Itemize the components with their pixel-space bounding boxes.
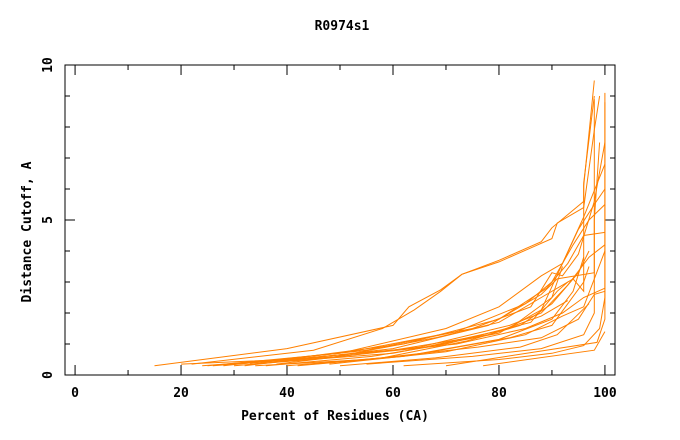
- y-axis-label: Distance Cutoff, A: [20, 161, 35, 302]
- plot-frame: [64, 64, 616, 376]
- chart-title: R0974s1: [315, 19, 370, 34]
- series-line-24: [249, 188, 606, 365]
- series-line-9: [286, 250, 590, 367]
- series-line-19: [202, 266, 563, 367]
- x-tick-label: 0: [71, 386, 79, 401]
- series-line-5: [233, 142, 606, 365]
- x-tick-label: 60: [385, 386, 401, 401]
- series-line-6: [244, 99, 595, 367]
- y-tick-label: 0: [41, 371, 56, 379]
- y-tick-label: 5: [41, 216, 56, 224]
- series-line-3: [207, 164, 606, 367]
- series-group: [154, 80, 606, 367]
- x-tick-label: 100: [593, 386, 617, 401]
- series-line-10: [212, 287, 606, 367]
- y-tick-label: 10: [41, 57, 56, 73]
- axis-ticks: 0 20 40 60 80 100 0 5 10: [41, 57, 617, 401]
- series-line-16: [445, 92, 606, 367]
- series-line-21: [265, 281, 569, 367]
- series-line-22: [233, 95, 595, 367]
- x-tick-label: 20: [173, 386, 189, 401]
- x-tick-label: 80: [491, 386, 507, 401]
- series-line-13: [339, 303, 590, 367]
- x-axis-label: Percent of Residues (CA): [241, 409, 429, 424]
- series-line-14: [366, 142, 601, 365]
- x-tick-label: 40: [279, 386, 295, 401]
- series-line-23: [329, 250, 606, 365]
- series-line-17: [483, 331, 606, 367]
